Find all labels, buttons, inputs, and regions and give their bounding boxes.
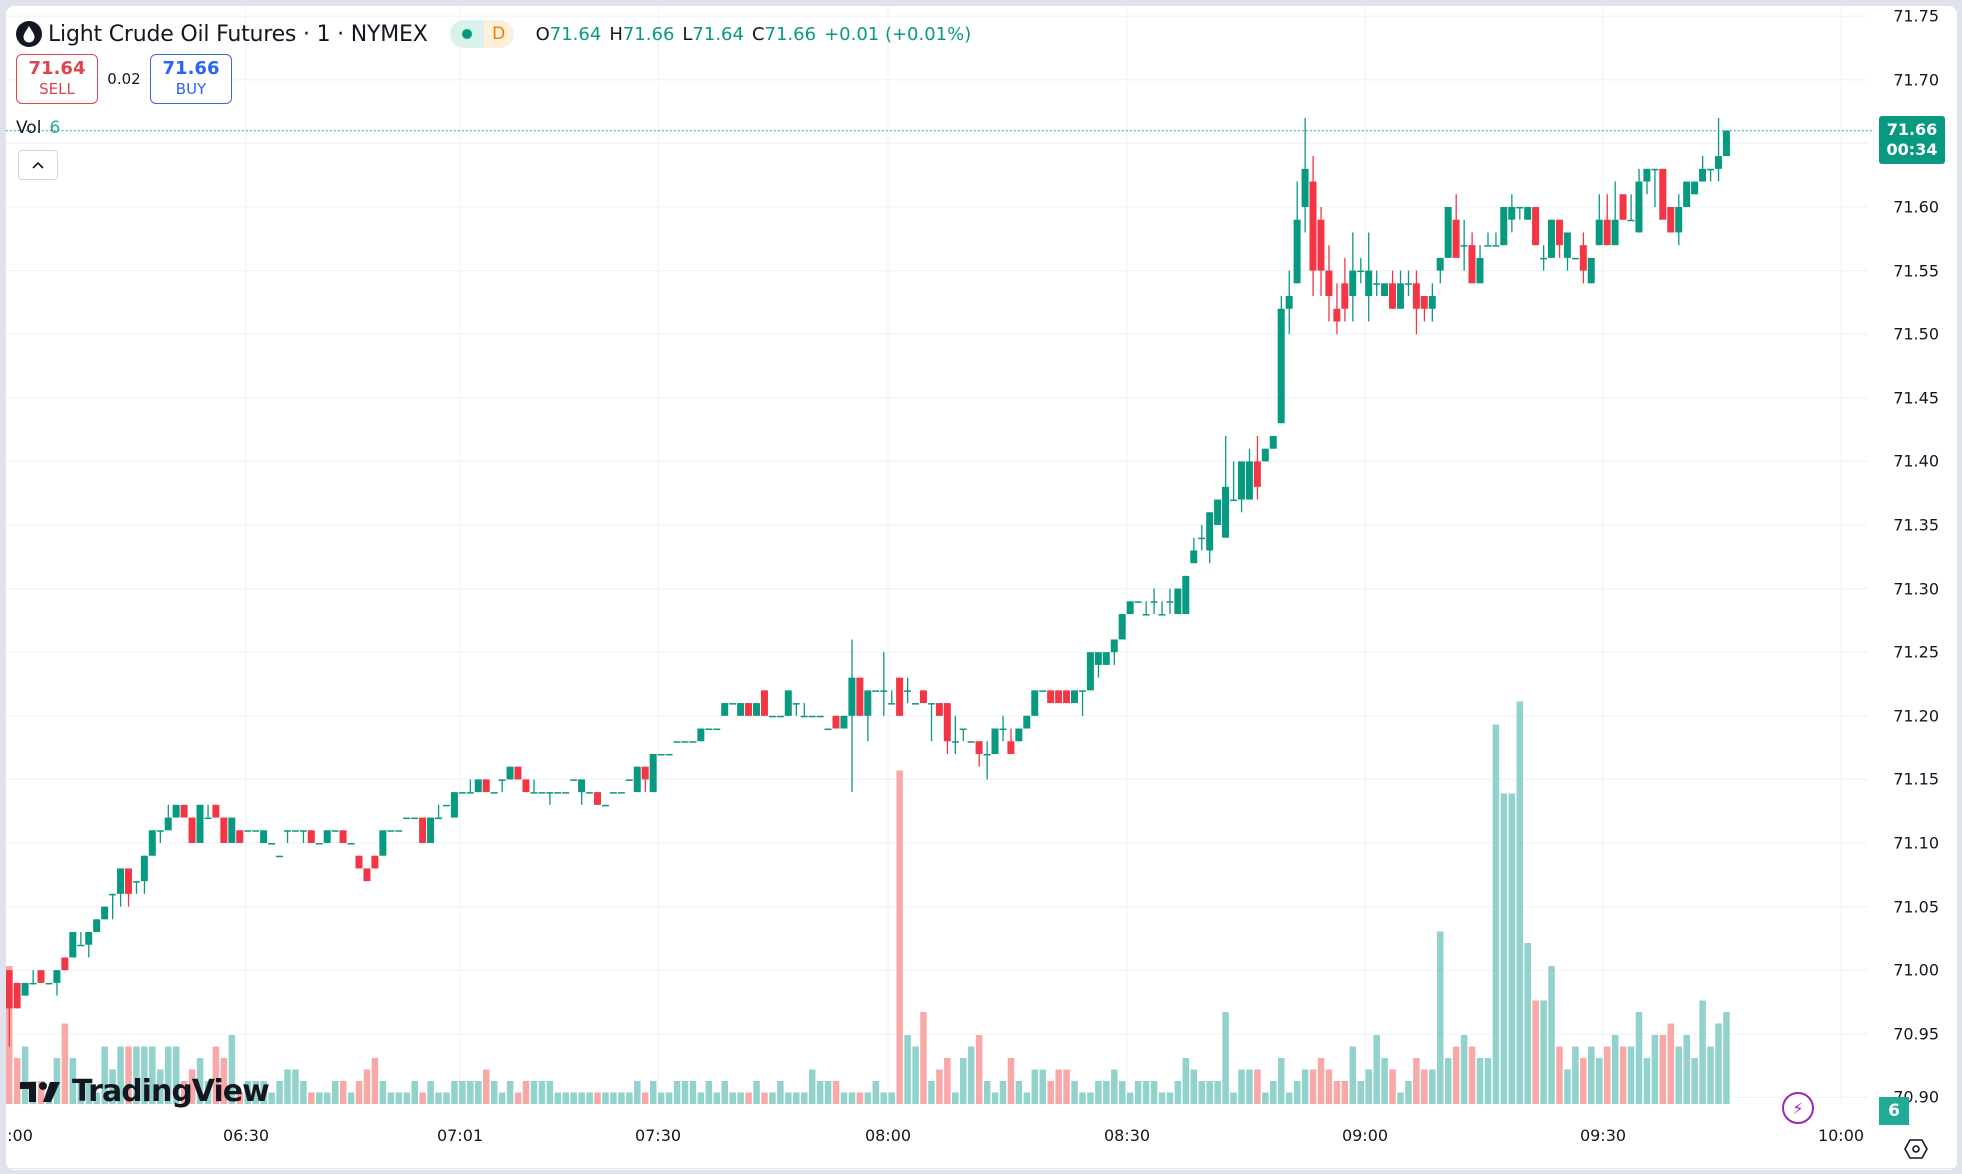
spread-value: 0.02 [107, 70, 141, 88]
price-tick-label: 71.40 [1893, 451, 1939, 471]
volume-label: Vol [16, 118, 42, 138]
low-value: 71.64 [692, 23, 744, 45]
delayed-badge: D [483, 20, 514, 48]
time-tick-label: :00 [7, 1126, 33, 1145]
open-label: O [535, 23, 550, 45]
close-value: 71.66 [764, 23, 817, 45]
price-tick-label: 71.45 [1893, 388, 1939, 408]
time-tick-label: 10:00 [1817, 1126, 1865, 1145]
panel-bottom-border [6, 1168, 1957, 1169]
price-tick-label: 71.00 [1893, 960, 1939, 980]
price-tick-label: 71.15 [1893, 769, 1939, 789]
time-tick-label: 08:00 [864, 1126, 912, 1145]
sell-price: 71.64 [28, 58, 86, 79]
high-value: 71.66 [622, 23, 675, 45]
symbol-legend: Light Crude Oil Futures · 1 · NYMEX D O7… [16, 18, 971, 50]
price-tick-label: 70.95 [1893, 1024, 1939, 1044]
trade-buttons: 71.64 SELL 0.02 71.66 BUY [16, 54, 232, 104]
last-price: 71.66 [1886, 120, 1938, 139]
price-tick-label: 71.35 [1893, 515, 1939, 535]
last-price-tag: 71.66 00:34 [1879, 116, 1945, 164]
price-tick-label: 71.10 [1893, 833, 1939, 853]
low-label: L [682, 23, 693, 45]
candlestick-chart[interactable] [6, 6, 1957, 1170]
chart-settings-button[interactable] [1904, 1138, 1928, 1164]
settings-hexagon-icon [1904, 1139, 1928, 1159]
price-tick-label: 71.70 [1893, 70, 1939, 90]
time-tick-label: 07:30 [634, 1126, 682, 1145]
chevron-up-icon [32, 161, 44, 169]
price-tick-label: 71.50 [1893, 324, 1939, 344]
volume-tag: 6 [1879, 1097, 1909, 1125]
price-change: +0.01 (+0.01%) [824, 23, 972, 45]
market-status[interactable]: D [449, 20, 514, 48]
tradingview-mark-icon [20, 1081, 60, 1102]
volume-legend[interactable]: Vol 6 [16, 118, 60, 138]
price-tick-label: 71.20 [1893, 706, 1939, 726]
time-tick-label: 08:30 [1103, 1126, 1151, 1145]
collapse-legend-button[interactable] [18, 150, 58, 180]
volume-value: 6 [49, 118, 61, 138]
time-tick-label: 07:01 [436, 1126, 484, 1145]
price-tick-label: 71.05 [1893, 897, 1939, 917]
sell-button[interactable]: 71.64 SELL [16, 54, 98, 104]
oil-drop-icon [16, 21, 42, 47]
buy-label: BUY [175, 80, 207, 98]
chart-panel[interactable]: Light Crude Oil Futures · 1 · NYMEX D O7… [6, 6, 1957, 1170]
time-tick-label: 09:00 [1341, 1126, 1389, 1145]
tradingview-wordmark: TradingView [72, 1074, 270, 1109]
price-tick-label: 71.30 [1893, 579, 1939, 599]
sell-label: SELL [39, 80, 75, 98]
high-label: H [609, 23, 623, 45]
buy-button[interactable]: 71.66 BUY [150, 54, 232, 104]
buy-price: 71.66 [162, 58, 220, 79]
price-tick-label: 71.60 [1893, 197, 1939, 217]
time-tick-label: 06:30 [222, 1126, 270, 1145]
time-tick-label: 09:30 [1579, 1126, 1627, 1145]
price-tick-label: 71.55 [1893, 261, 1939, 281]
price-tick-label: 71.25 [1893, 642, 1939, 662]
ohlc-values: O71.64 H71.66 L71.64 C71.66 +0.01 (+0.01… [536, 24, 972, 45]
open-value: 71.64 [549, 23, 602, 45]
symbol-title[interactable]: Light Crude Oil Futures · 1 · NYMEX [48, 21, 428, 47]
lightning-icon[interactable]: ⚡ [1782, 1092, 1814, 1124]
bar-countdown: 00:34 [1886, 140, 1938, 159]
market-open-dot-icon [461, 29, 472, 39]
close-label: C [751, 23, 765, 45]
tradingview-logo[interactable]: TradingView [20, 1074, 270, 1109]
price-tick-label: 71.75 [1893, 6, 1939, 26]
